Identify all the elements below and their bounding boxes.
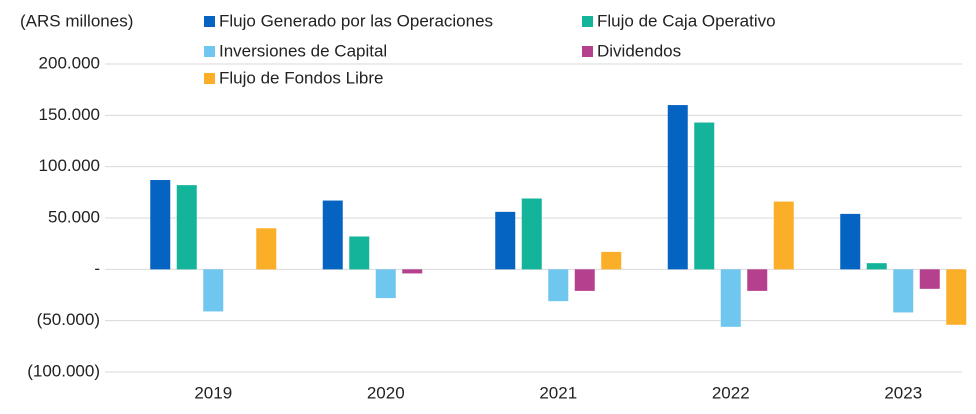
bar (322, 200, 343, 270)
y-tick-label: 100.000 (39, 156, 100, 175)
bar (866, 263, 887, 270)
y-tick-label: 200.000 (39, 53, 100, 72)
legend-swatch (204, 73, 215, 84)
bar (495, 211, 516, 270)
legend-label: Dividendos (597, 41, 681, 60)
bar (747, 269, 768, 291)
bar (773, 201, 794, 270)
legend-label: Inversiones de Capital (219, 41, 387, 60)
bar (521, 198, 542, 270)
legend-swatch (582, 46, 593, 57)
y-tick-label: 50.000 (48, 207, 100, 226)
x-tick-label: 2019 (194, 383, 232, 402)
bar (919, 269, 940, 289)
legend-label: Flujo de Fondos Libre (219, 68, 383, 87)
legend-swatch (204, 16, 215, 27)
bar (893, 269, 914, 313)
y-tick-label: (100.000) (27, 361, 100, 380)
bar (256, 228, 277, 270)
bar (946, 269, 967, 325)
y-tick-label: (50.000) (37, 310, 100, 329)
y-tick-label: 150.000 (39, 105, 100, 124)
x-tick-label: 2020 (367, 383, 405, 402)
bar (375, 269, 396, 299)
bar (176, 185, 197, 270)
bar (601, 251, 622, 270)
x-tick-label: 2022 (712, 383, 750, 402)
bar (694, 122, 715, 270)
legend-swatch (204, 46, 215, 57)
bar (574, 269, 595, 291)
bar (720, 269, 741, 327)
x-tick-label: 2023 (884, 383, 922, 402)
y-tick-label: - (94, 259, 100, 278)
legend-label: Flujo de Caja Operativo (597, 11, 776, 30)
x-tick-label: 2021 (539, 383, 577, 402)
bar (840, 213, 861, 270)
bar (203, 269, 224, 312)
bar (402, 269, 423, 274)
bar (349, 236, 370, 270)
legend-swatch (582, 16, 593, 27)
bar (667, 105, 688, 270)
bar (150, 180, 171, 270)
bar (548, 269, 569, 302)
y-axis-label: (ARS millones) (20, 11, 133, 30)
legend-label: Flujo Generado por las Operaciones (219, 11, 493, 30)
